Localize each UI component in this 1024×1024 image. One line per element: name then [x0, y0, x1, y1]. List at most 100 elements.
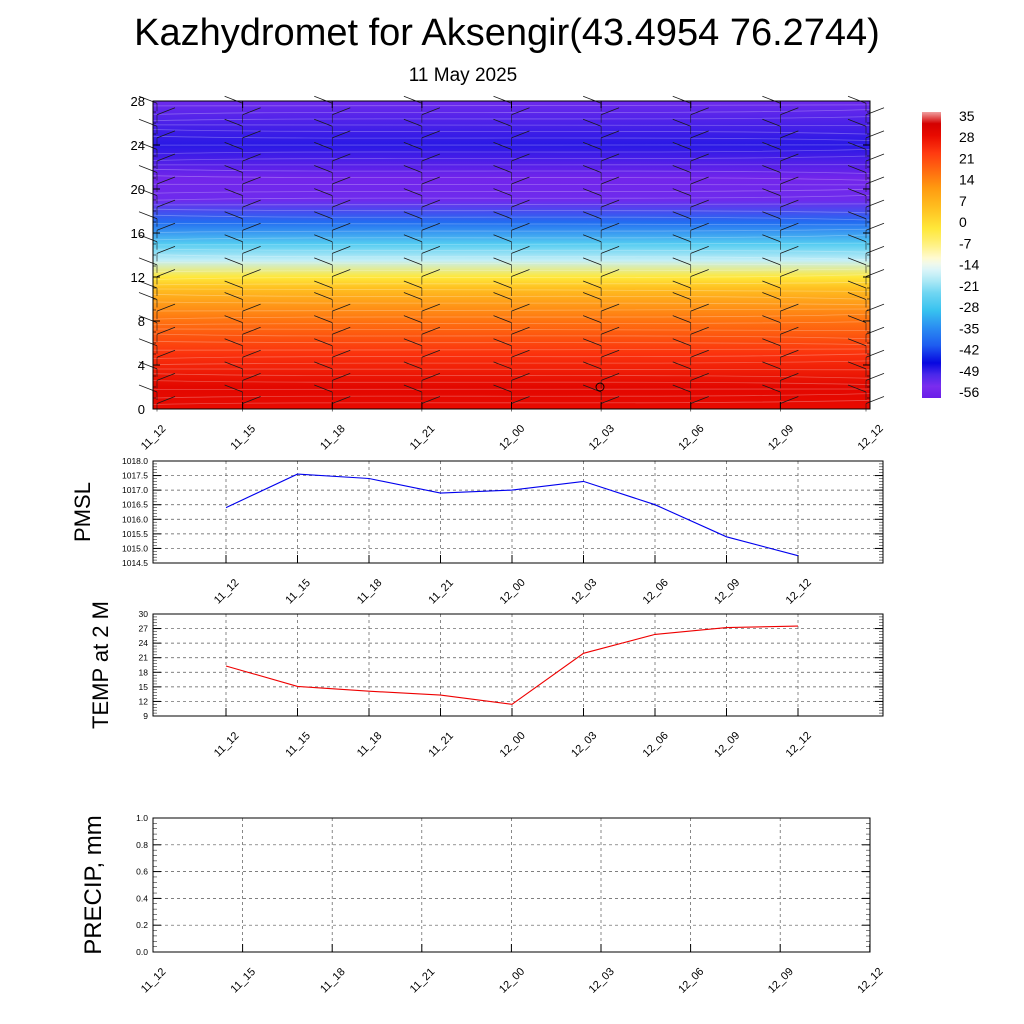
- wind-barb: [156, 222, 176, 231]
- ytick-label: 0.4: [136, 893, 148, 903]
- wind-barb: [762, 188, 781, 196]
- xtick-label: 12_06: [676, 966, 706, 996]
- wind-barb: [582, 142, 602, 150]
- wind-barb: [138, 338, 158, 347]
- ytick-label: 18: [139, 667, 149, 677]
- ytick-label: 1017.5: [122, 471, 148, 481]
- wind-barb: [600, 153, 620, 162]
- ytick-label: 1017.0: [122, 485, 148, 495]
- wind-barb: [138, 95, 158, 104]
- ytick-label: 24: [139, 638, 149, 648]
- wind-barb: [403, 257, 423, 266]
- ytick-label: 1015.0: [122, 543, 148, 553]
- contour-line: [152, 248, 871, 253]
- xtick-label: 11_12: [212, 577, 242, 607]
- wind-barb: [138, 165, 158, 173]
- wind-barb: [332, 176, 351, 185]
- wind-barb: [672, 234, 691, 243]
- colorbar-label: 0: [959, 214, 967, 230]
- wind-barb: [156, 326, 176, 335]
- colorbar-label: 7: [959, 193, 967, 209]
- panel-ylabel: TEMP at 2 M: [88, 601, 113, 729]
- wind-barb: [138, 211, 158, 220]
- wind-barb: [493, 211, 512, 220]
- wind-barb: [762, 257, 781, 266]
- wind-barb: [493, 292, 512, 300]
- wind-barb: [780, 373, 799, 381]
- wind-barb: [332, 245, 351, 254]
- wind-barb: [421, 396, 441, 404]
- series-line: [225, 625, 799, 705]
- colorbar-label: 21: [959, 150, 975, 166]
- heatmap-xtick-label: 11_12: [139, 423, 169, 453]
- wind-barb: [314, 338, 333, 347]
- wind-barb: [493, 118, 512, 127]
- wind-barb: [511, 222, 530, 231]
- wind-barb: [600, 176, 620, 185]
- wind-barb: [690, 396, 709, 404]
- ytick-label: 9: [143, 711, 148, 721]
- wind-barb: [847, 257, 867, 266]
- wind-barb: [847, 338, 867, 347]
- wind-barb: [403, 118, 423, 127]
- wind-barb: [672, 361, 691, 370]
- wind-barb: [762, 165, 781, 173]
- heatmap-ytick-label: 28: [131, 94, 145, 109]
- heatmap-xtick-label: 12_09: [766, 423, 796, 453]
- xtick-label: 12_12: [784, 577, 814, 607]
- wind-barb: [403, 280, 423, 289]
- wind-barb: [493, 234, 512, 243]
- colorbar-label: -56: [959, 384, 979, 400]
- ytick-label: 1016.0: [122, 514, 148, 524]
- wind-barb: [511, 245, 530, 254]
- xtick-label: 12_09: [712, 730, 742, 760]
- xtick-label: 11_21: [426, 730, 456, 760]
- wind-barb: [672, 257, 691, 266]
- wind-barb: [780, 130, 799, 139]
- ytick-label: 27: [139, 624, 149, 634]
- panel-frame: [152, 817, 871, 953]
- wind-barb: [672, 280, 691, 289]
- wind-barb: [332, 349, 351, 358]
- wind-barb: [690, 222, 709, 231]
- heatmap-ytick-label: 20: [131, 182, 145, 197]
- panel-ylabel: PMSL: [70, 482, 95, 542]
- ytick-label: 12: [139, 696, 149, 706]
- wind-barb: [582, 211, 602, 220]
- heatmap-xtick-label: 11_21: [408, 423, 438, 453]
- wind-barb: [600, 269, 620, 277]
- page-subtitle: 11 May 2025: [408, 65, 518, 86]
- wind-barb: [847, 292, 867, 300]
- panel-ylabel: PRECIP, mm: [80, 815, 107, 955]
- wind-barb: [865, 373, 885, 381]
- wind-barb: [156, 373, 176, 381]
- wind-barb: [672, 338, 691, 347]
- wind-barb: [314, 280, 333, 289]
- wind-barb: [600, 373, 620, 381]
- colorbar-label: -28: [959, 299, 979, 315]
- heatmap-xtick-label: 12_12: [856, 423, 886, 453]
- xtick-label: 11_12: [139, 966, 169, 996]
- wind-barb: [511, 396, 530, 404]
- wind-barb: [403, 95, 423, 104]
- wind-barb: [600, 199, 620, 208]
- panel-frame: [152, 460, 884, 564]
- wind-barb: [690, 153, 709, 162]
- wind-barb: [493, 280, 512, 289]
- wind-barb: [865, 269, 885, 277]
- heatmap-ytick-label: 16: [131, 226, 145, 241]
- wind-barb: [780, 303, 799, 312]
- wind-barb: [690, 326, 709, 335]
- wind-barb: [582, 280, 602, 289]
- wind-barb: [493, 315, 512, 324]
- wind-barb: [403, 292, 423, 300]
- heatmap-ytick-label: 8: [138, 314, 145, 329]
- wind-barb: [138, 361, 158, 370]
- wind-barb: [242, 396, 261, 404]
- wind-barb: [847, 234, 867, 243]
- wind-barb: [672, 188, 691, 196]
- wind-barb: [421, 269, 441, 277]
- wind-barb: [224, 211, 243, 220]
- colorbar-label: 28: [959, 129, 975, 145]
